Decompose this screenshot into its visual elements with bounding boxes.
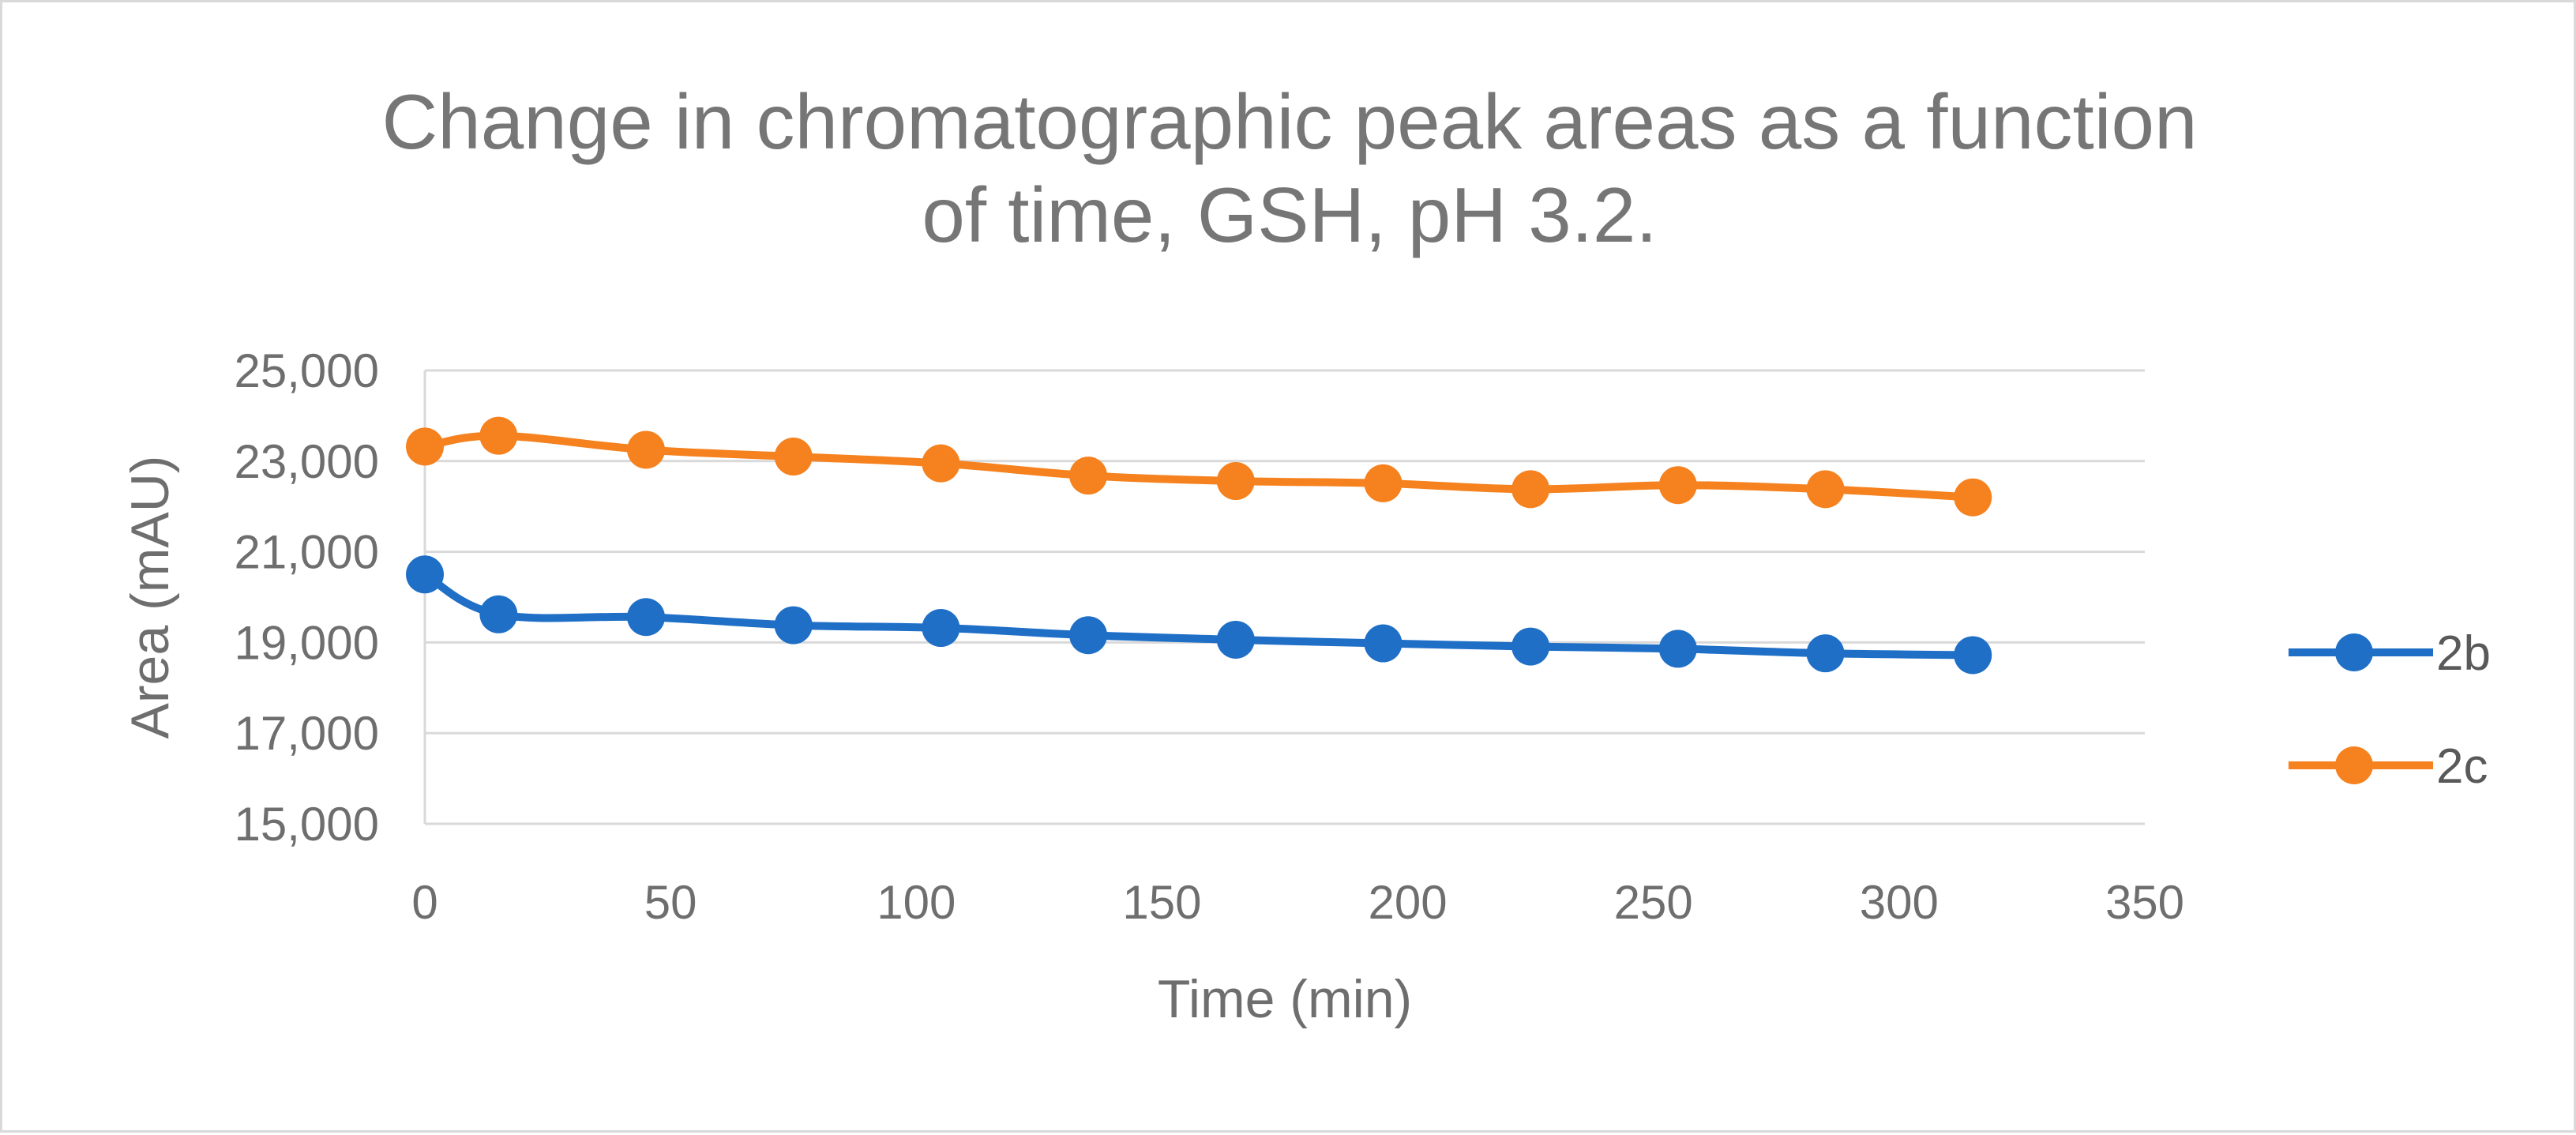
legend-label: 2b <box>2436 626 2491 681</box>
data-point <box>1954 636 1992 675</box>
legend-label: 2c <box>2436 739 2488 794</box>
x-tick-label: 300 <box>1860 876 1939 929</box>
y-tick-label: 19,000 <box>234 616 379 669</box>
y-tick-label: 17,000 <box>234 707 379 760</box>
x-tick-label: 50 <box>644 876 697 929</box>
legend-item-2b: 2b <box>2289 626 2491 681</box>
data-point <box>1658 466 1697 505</box>
data-point <box>774 606 813 645</box>
data-point <box>1216 462 1255 501</box>
data-point <box>1806 634 1845 673</box>
legend-marker <box>2335 633 2373 671</box>
axes <box>423 370 2145 825</box>
x-tick-label: 0 <box>411 876 437 929</box>
data-point <box>922 444 960 483</box>
x-tick-label: 250 <box>1614 876 1693 929</box>
data-point <box>1216 620 1255 659</box>
y-tick-label: 25,000 <box>234 344 379 397</box>
data-point <box>1511 470 1550 509</box>
chart-title-line: Change in chromatographic peak areas as … <box>382 78 2198 165</box>
data-point <box>1069 616 1108 655</box>
legend-item-2c: 2c <box>2289 739 2488 794</box>
x-tick-label: 350 <box>2105 876 2184 929</box>
data-point <box>406 427 444 466</box>
x-tick-label: 100 <box>877 876 956 929</box>
data-point <box>1511 627 1550 666</box>
chart-title: Change in chromatographic peak areas as … <box>382 78 2198 258</box>
gridlines <box>425 369 2145 825</box>
data-point <box>1806 470 1845 509</box>
chart-title-line: of time, GSH, pH 3.2. <box>922 171 1657 258</box>
data-point <box>774 438 813 476</box>
y-tick-label: 23,000 <box>234 435 379 488</box>
x-tick-label: 200 <box>1369 876 1448 929</box>
data-point <box>627 430 666 469</box>
data-point <box>479 595 518 633</box>
y-axis-title: Area (mAU) <box>120 456 180 739</box>
legend-marker <box>2335 746 2373 784</box>
data-point <box>479 416 518 455</box>
data-point <box>922 609 960 648</box>
data-point <box>1364 624 1403 663</box>
legend: 2b 2c <box>2289 626 2491 794</box>
x-tick-labels: 0 50 100 150 200 250 300 350 <box>411 876 2184 929</box>
series-2b <box>406 555 1992 675</box>
data-point <box>1069 457 1108 495</box>
y-tick-label: 15,000 <box>234 798 379 851</box>
data-series <box>406 416 1992 675</box>
data-point <box>1364 464 1403 502</box>
data-point <box>406 555 444 594</box>
data-point <box>1954 478 1992 517</box>
x-axis-title: Time (min) <box>1158 969 1412 1029</box>
series-2c <box>406 416 1992 517</box>
y-tick-labels: 15,000 17,000 19,000 21,000 23,000 25,000 <box>234 344 379 851</box>
x-tick-label: 150 <box>1122 876 1201 929</box>
data-point <box>627 598 666 637</box>
data-point <box>1658 630 1697 668</box>
y-tick-label: 21,000 <box>234 526 379 579</box>
